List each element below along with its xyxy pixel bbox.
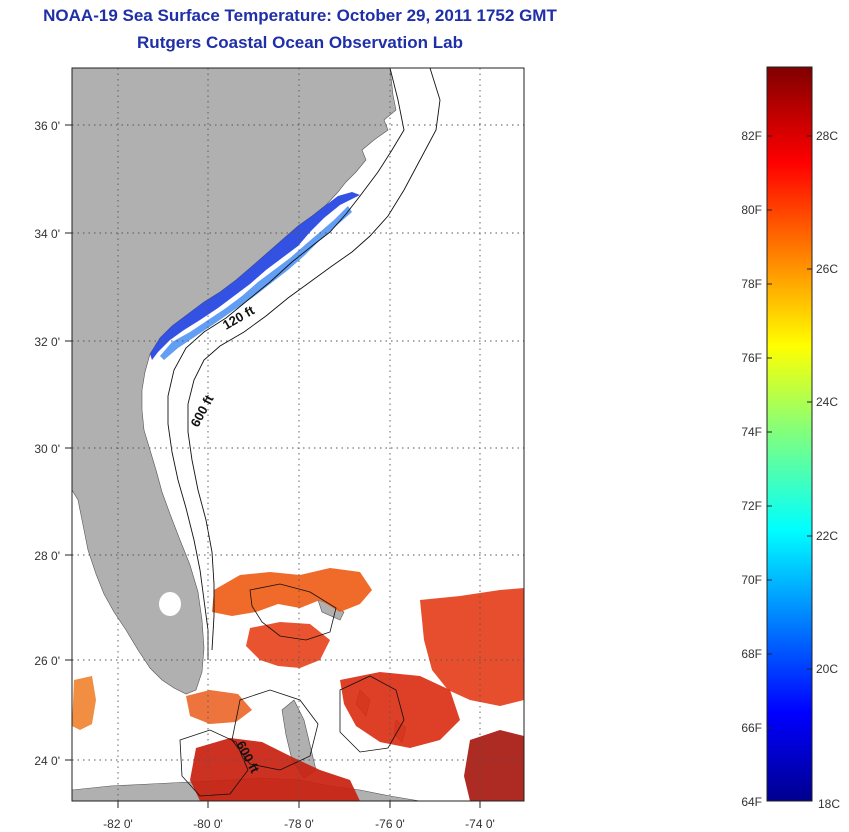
colorbar-label-c: 18C <box>818 797 840 811</box>
contour-120ft <box>167 68 405 660</box>
colorbar-ticks-f <box>767 135 772 729</box>
lon-tick-label: -74 0' <box>465 817 495 831</box>
land-mainland <box>72 68 397 695</box>
lon-tick-label: -78 0' <box>284 817 314 831</box>
lat-tick-label: 26 0' <box>34 654 60 668</box>
sst-warm-patch-8 <box>186 690 252 724</box>
map-ticks <box>65 124 481 808</box>
colorbar-label-c: 24C <box>816 395 838 409</box>
lat-tick-label: 36 0' <box>34 119 60 133</box>
lat-tick-label: 34 0' <box>34 227 60 241</box>
colorbar-ticks-c <box>807 135 812 670</box>
lon-tick-label: -80 0' <box>193 817 223 831</box>
colorbar-gradient <box>766 66 813 802</box>
contour-600ft <box>187 68 441 651</box>
lat-tick-label: 28 0' <box>34 549 60 563</box>
colorbar-label-c: 28C <box>816 129 838 143</box>
colorbar-label-f: 72F <box>741 499 762 513</box>
sst-warm-patch-6 <box>72 676 96 730</box>
map-subtitle: Rutgers Coastal Ocean Observation Lab <box>137 33 463 52</box>
sst-cold-band <box>150 192 360 360</box>
colorbar-label-f: 80F <box>741 203 762 217</box>
map-frame <box>71 67 525 802</box>
colorbar-label-f: 76F <box>741 351 762 365</box>
colorbar-label-f: 82F <box>741 129 762 143</box>
colorbar-label-c: 26C <box>816 262 838 276</box>
grid-lines <box>72 68 524 801</box>
colorbar-label-c: 20C <box>816 662 838 676</box>
colorbar-label-f: 78F <box>741 277 762 291</box>
colorbar-label-f: 66F <box>741 721 762 735</box>
contour-600ft-bahamas <box>179 583 405 797</box>
colorbar-label-f: 70F <box>741 573 762 587</box>
lat-tick-label: 30 0' <box>34 442 60 456</box>
lake-okeechobee <box>159 592 181 616</box>
colorbar-label-c: 22C <box>816 529 838 543</box>
sst-warm-patch-3 <box>420 588 524 706</box>
lon-tick-label: -82 0' <box>103 817 133 831</box>
colorbar-label-f: 74F <box>741 425 762 439</box>
lat-tick-label: 24 0' <box>34 754 60 768</box>
lon-tick-label: -76 0' <box>375 817 405 831</box>
sst-warm-patch-2 <box>246 622 330 668</box>
map-title: NOAA-19 Sea Surface Temperature: October… <box>43 6 557 25</box>
sst-warm-patch-4 <box>340 672 460 748</box>
sst-warm-patch-7 <box>464 730 524 801</box>
sst-warm-patch-5 <box>190 738 360 801</box>
colorbar-label-f: 68F <box>741 647 762 661</box>
lat-tick-label: 32 0' <box>34 335 60 349</box>
colorbar-label-f: 64F <box>741 795 762 809</box>
